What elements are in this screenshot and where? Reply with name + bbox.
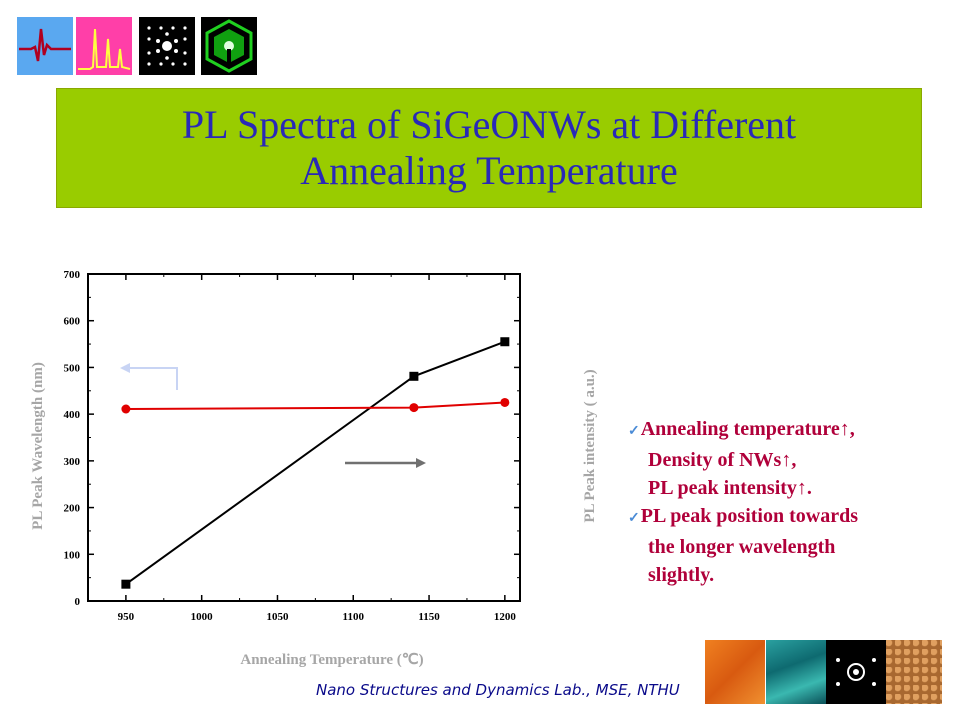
bullet-text: PL peak position towards [640, 505, 858, 527]
bullet-item: Density of NWs↑, [628, 446, 948, 474]
x-tick-label: 1150 [418, 611, 440, 623]
thumb-diffraction [139, 17, 195, 75]
data-point-square [500, 337, 510, 347]
arrow-head-left-icon [120, 363, 130, 373]
thumb-green-pattern [201, 17, 257, 75]
y-axis-label: PL Peak Wavelength (nm) [30, 362, 46, 530]
y-axis-right-label: PL Peak intensity ( a.u.) [582, 369, 598, 522]
y-tick-label: 500 [64, 362, 81, 374]
y-tick-label: 700 [64, 269, 81, 281]
checkmark-icon: ✓ [628, 424, 640, 439]
y-tick-label: 400 [64, 409, 81, 421]
bullet-item: ✓PL peak position towards [628, 502, 948, 533]
data-point-circle [409, 403, 419, 413]
arrow-to-left-axis [128, 367, 178, 390]
x-tick-label: 950 [118, 611, 135, 623]
checkmark-icon: ✓ [628, 511, 640, 526]
bullet-text: slightly. [648, 564, 715, 586]
thumb-orange-texture [705, 640, 765, 704]
waveform-icon [19, 28, 71, 62]
diffraction-pattern-icon [147, 26, 187, 66]
bullet-list: ✓Annealing temperature↑, Density of NWs↑… [628, 415, 948, 589]
data-point-square [121, 579, 131, 589]
series-line-0 [125, 340, 506, 585]
footer-lab-name: Nano Structures and Dynamics Lab., MSE, … [316, 681, 680, 699]
thumb-peaks [76, 17, 132, 75]
x-tick-label: 1050 [266, 611, 289, 623]
thumb-waveform [17, 17, 73, 75]
bullet-item: slightly. [628, 561, 948, 589]
thumb-dark-diffraction [826, 640, 886, 704]
y-tick-label: 200 [64, 503, 81, 515]
slide-title-box: PL Spectra of SiGeONWs at Different Anne… [56, 88, 922, 208]
y-tick-label: 600 [64, 316, 81, 328]
x-tick-label: 1100 [343, 611, 365, 623]
bullet-item: the longer wavelength [628, 533, 948, 561]
data-point-circle [121, 404, 131, 414]
green-diffraction-icon [205, 19, 253, 73]
bullet-text: Annealing temperature↑, [640, 418, 855, 440]
arrow-head-right-icon [416, 458, 426, 468]
bullet-text: PL peak intensity↑. [648, 477, 812, 499]
slide-title-line1: PL Spectra of SiGeONWs at Different [181, 102, 797, 147]
x-tick-label: 1000 [191, 611, 214, 623]
thumb-particles [886, 640, 942, 704]
bullet-item: ✓Annealing temperature↑, [628, 415, 948, 446]
data-point-square [409, 371, 419, 381]
y-tick-label: 100 [64, 549, 81, 561]
plot-frame [87, 273, 521, 602]
x-tick-label: 1200 [494, 611, 517, 623]
spectrum-peaks-icon [78, 28, 131, 70]
bullet-item: PL peak intensity↑. [628, 474, 948, 502]
series-line-1 [125, 401, 505, 411]
data-point-circle [500, 397, 510, 407]
slide-title-line2: Annealing Temperature [300, 148, 678, 193]
bullet-text: Density of NWs↑, [648, 449, 797, 471]
thumb-teal-texture [766, 640, 826, 704]
y-tick-label: 300 [64, 456, 81, 468]
x-axis-label: Annealing Temperature (℃) [240, 652, 423, 668]
y-tick-label: 0 [75, 596, 81, 608]
diffraction-rings-icon [836, 658, 876, 686]
bullet-text: the longer wavelength [648, 536, 836, 558]
